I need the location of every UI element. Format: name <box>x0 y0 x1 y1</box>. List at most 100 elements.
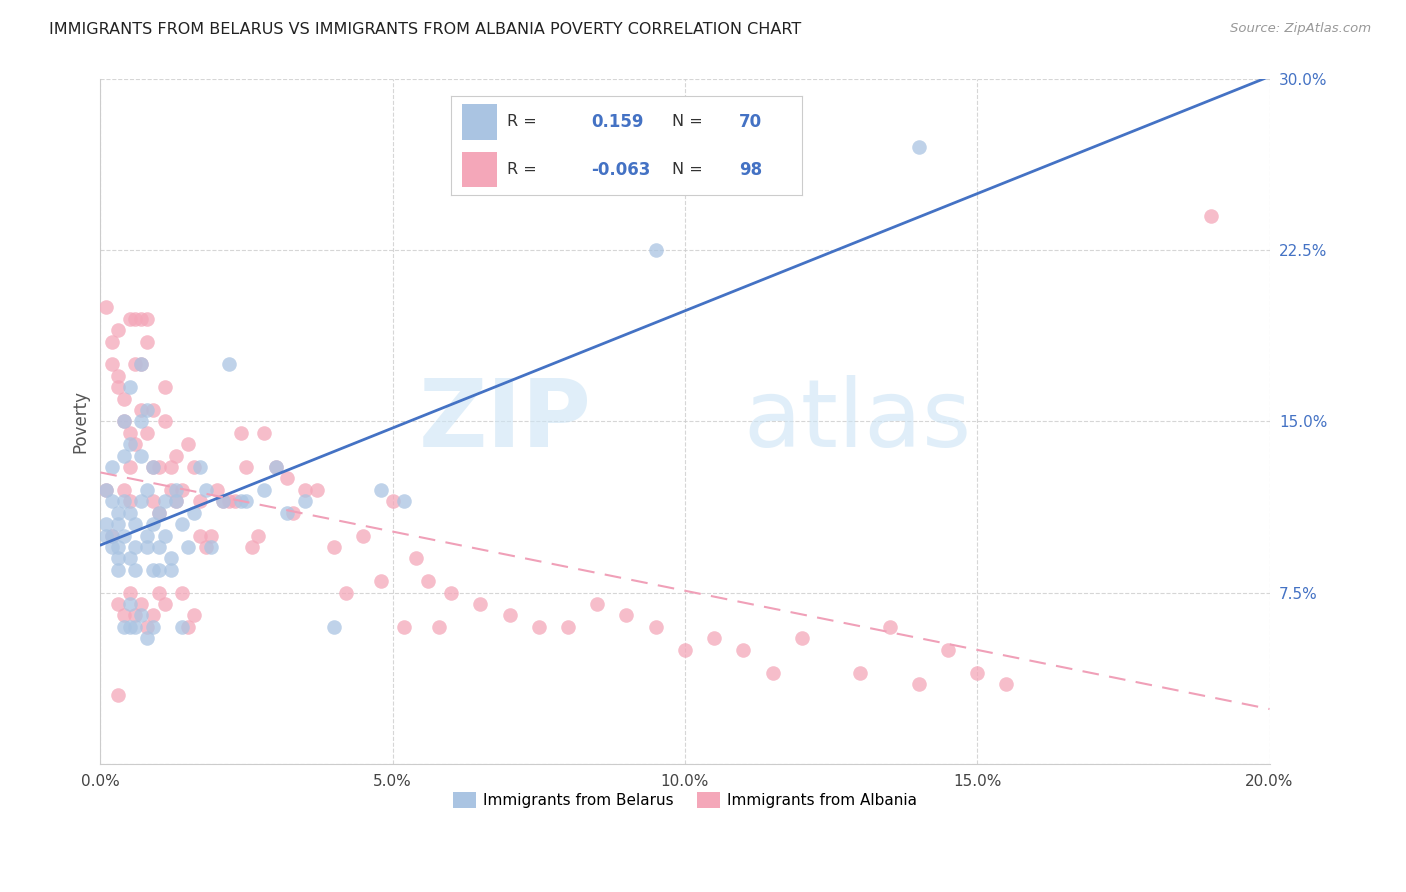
Point <box>129 449 152 463</box>
Point <box>229 494 252 508</box>
Point <box>394 620 416 634</box>
Point <box>107 551 129 566</box>
Point <box>253 483 276 497</box>
Point <box>218 494 240 508</box>
Point <box>294 483 316 497</box>
Point <box>101 528 124 542</box>
Point <box>276 506 298 520</box>
Point <box>153 380 176 394</box>
Point <box>107 517 129 532</box>
Point <box>183 608 205 623</box>
Point <box>966 665 988 680</box>
Point <box>405 551 427 566</box>
Point <box>762 665 785 680</box>
Point <box>118 460 141 475</box>
Point <box>112 528 135 542</box>
Point <box>148 540 170 554</box>
Point <box>194 483 217 497</box>
Point <box>153 494 176 508</box>
Point <box>153 414 176 428</box>
Point <box>118 380 141 394</box>
Point <box>112 449 135 463</box>
Point <box>200 528 222 542</box>
Point <box>394 494 416 508</box>
Point <box>879 620 901 634</box>
Text: IMMIGRANTS FROM BELARUS VS IMMIGRANTS FROM ALBANIA POVERTY CORRELATION CHART: IMMIGRANTS FROM BELARUS VS IMMIGRANTS FR… <box>49 22 801 37</box>
Point <box>107 689 129 703</box>
Point <box>136 425 159 440</box>
Point <box>112 392 135 406</box>
Point <box>101 334 124 349</box>
Point <box>107 597 129 611</box>
Point <box>159 563 181 577</box>
Point <box>124 540 146 554</box>
Point <box>352 528 374 542</box>
Point <box>107 563 129 577</box>
Point <box>188 528 211 542</box>
Point <box>498 608 520 623</box>
Point <box>264 460 287 475</box>
Point <box>183 460 205 475</box>
Point <box>1199 209 1222 223</box>
Point <box>153 528 176 542</box>
Point <box>129 357 152 371</box>
Point <box>124 357 146 371</box>
Point <box>936 642 959 657</box>
Point <box>148 506 170 520</box>
Point <box>136 334 159 349</box>
Point <box>124 517 146 532</box>
Point <box>118 437 141 451</box>
Point <box>118 551 141 566</box>
Point <box>253 425 276 440</box>
Point <box>124 437 146 451</box>
Point <box>112 608 135 623</box>
Point <box>644 620 666 634</box>
Point <box>142 460 165 475</box>
Point <box>136 632 159 646</box>
Point <box>153 597 176 611</box>
Point <box>136 540 159 554</box>
Point <box>124 608 146 623</box>
Point <box>112 620 135 634</box>
Point <box>218 357 240 371</box>
Point <box>235 460 257 475</box>
Point <box>527 620 550 634</box>
Point <box>136 620 159 634</box>
Point <box>995 677 1018 691</box>
Point <box>148 585 170 599</box>
Y-axis label: Poverty: Poverty <box>72 390 89 453</box>
Point <box>142 494 165 508</box>
Point <box>240 540 263 554</box>
Point <box>118 506 141 520</box>
Point <box>112 483 135 497</box>
Point <box>172 517 194 532</box>
Point <box>165 494 187 508</box>
Point <box>276 471 298 485</box>
Point <box>323 620 346 634</box>
Point <box>124 311 146 326</box>
Point <box>96 300 118 314</box>
Point <box>159 551 181 566</box>
Text: atlas: atlas <box>744 376 972 467</box>
Point <box>429 620 451 634</box>
Point <box>235 494 257 508</box>
Point <box>305 483 328 497</box>
Point <box>264 460 287 475</box>
Point <box>644 243 666 257</box>
Point <box>107 368 129 383</box>
Text: ZIP: ZIP <box>419 376 592 467</box>
Point <box>616 608 638 623</box>
Point <box>335 585 357 599</box>
Point <box>294 494 316 508</box>
Point <box>207 483 229 497</box>
Point <box>188 494 211 508</box>
Point <box>790 632 813 646</box>
Point <box>142 563 165 577</box>
Point <box>107 540 129 554</box>
Point <box>101 540 124 554</box>
Point <box>101 528 124 542</box>
Point <box>247 528 270 542</box>
Point <box>129 357 152 371</box>
Point <box>118 425 141 440</box>
Point <box>194 540 217 554</box>
